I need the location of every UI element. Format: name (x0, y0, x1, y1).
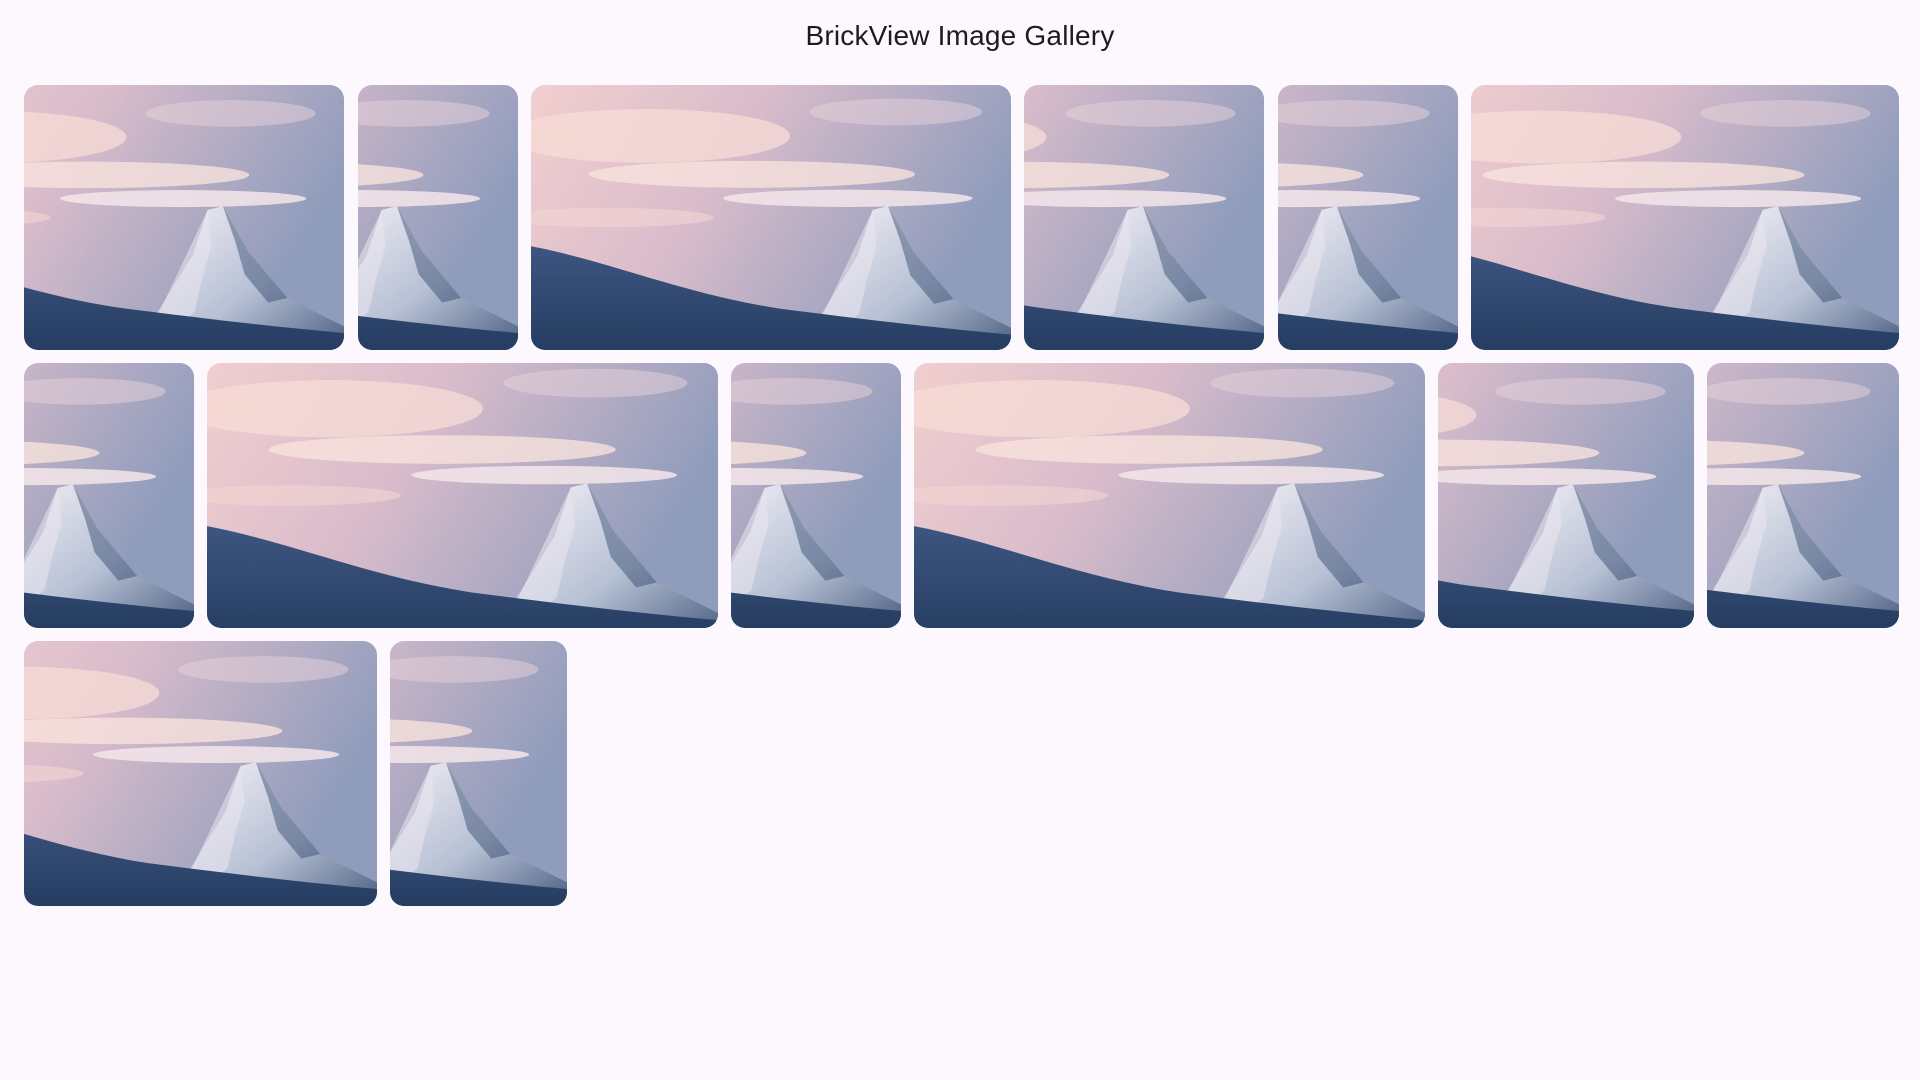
gallery-image-tile[interactable] (207, 363, 718, 628)
mountain-photo (207, 363, 718, 628)
mountain-photo (358, 85, 518, 350)
app-bar: BrickView Image Gallery (0, 0, 1920, 72)
gallery-image-tile[interactable] (1471, 85, 1899, 350)
mountain-photo (914, 363, 1425, 628)
gallery-image-tile[interactable] (731, 363, 901, 628)
mountain-photo (24, 641, 377, 906)
mountain-photo (1707, 363, 1899, 628)
page-title: BrickView Image Gallery (805, 20, 1115, 51)
gallery-image-tile[interactable] (1024, 85, 1264, 350)
gallery-image-tile[interactable] (24, 641, 377, 906)
gallery-image-tile[interactable] (1438, 363, 1694, 628)
mountain-photo (1024, 85, 1264, 350)
gallery-image-tile[interactable] (1707, 363, 1899, 628)
mountain-photo (1438, 363, 1694, 628)
mountain-photo (1471, 85, 1899, 350)
gallery-image-tile[interactable] (390, 641, 567, 906)
gallery-image-tile[interactable] (531, 85, 1011, 350)
gallery-image-tile[interactable] (24, 363, 194, 628)
mountain-photo (24, 85, 344, 350)
gallery-image-tile[interactable] (914, 363, 1425, 628)
gallery-image-tile[interactable] (358, 85, 518, 350)
mountain-photo (731, 363, 901, 628)
mountain-photo (390, 641, 567, 906)
gallery-image-tile[interactable] (1278, 85, 1458, 350)
gallery-image-tile[interactable] (24, 85, 344, 350)
mountain-photo (531, 85, 1011, 350)
mountain-photo (1278, 85, 1458, 350)
image-gallery-grid (24, 85, 1899, 906)
mountain-photo (24, 363, 194, 628)
